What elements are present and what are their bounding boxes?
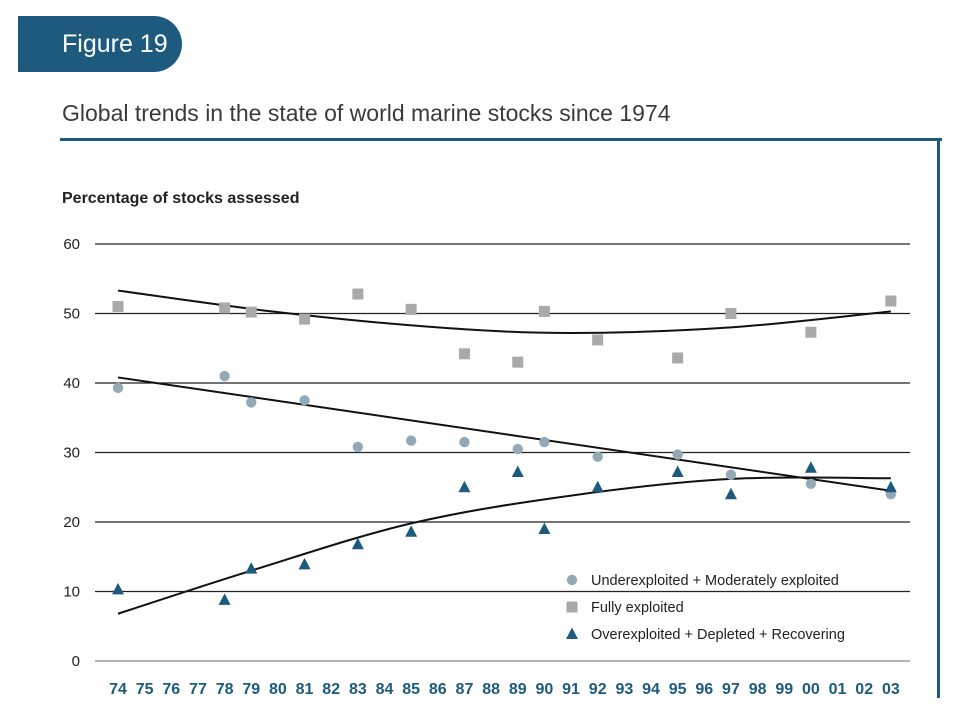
- point-underexploited: [299, 395, 310, 406]
- x-tick-label: 79: [242, 681, 260, 698]
- y-tick-label: 40: [63, 375, 80, 392]
- y-tick-label: 30: [63, 445, 80, 462]
- point-underexploited: [672, 449, 683, 460]
- x-tick-label: 99: [775, 681, 793, 698]
- grid-lines: [95, 243, 910, 662]
- x-tick-label: 86: [429, 681, 447, 698]
- y-tick-label: 10: [63, 584, 80, 601]
- legend-marker-overexploited: [566, 627, 578, 639]
- y-axis-label: Percentage of stocks assessed: [62, 190, 300, 207]
- point-underexploited: [246, 397, 257, 408]
- point-fully-exploited: [245, 306, 257, 318]
- point-fully-exploited: [112, 301, 124, 313]
- x-tick-label: 02: [855, 681, 873, 698]
- x-tick-label: 75: [136, 681, 154, 698]
- x-tick-label: 98: [749, 681, 767, 698]
- y-tick-labels: 0 10 20 30 40 50 60: [63, 236, 80, 670]
- x-tick-label: 84: [376, 681, 394, 698]
- y-tick-label: 0: [72, 653, 80, 670]
- figure-label: Figure 19: [62, 30, 168, 58]
- point-overexploited: [884, 480, 897, 493]
- x-tick-label: 92: [589, 681, 607, 698]
- title-divider: [60, 138, 942, 141]
- point-underexploited: [459, 436, 470, 448]
- point-overexploited: [112, 582, 124, 595]
- point-fully-exploited: [885, 295, 897, 307]
- point-underexploited: [512, 443, 523, 455]
- point-overexploited: [218, 593, 231, 605]
- trend-line-fully-exploited: [117, 289, 891, 334]
- point-fully-exploited: [219, 302, 231, 314]
- point-fully-exploited: [405, 303, 417, 315]
- point-fully-exploited: [538, 305, 550, 317]
- x-tick-label: 87: [456, 681, 474, 698]
- legend: Underexploited + Moderately exploited Ful…: [566, 573, 845, 643]
- point-overexploited: [724, 487, 737, 500]
- x-tick-label: 81: [296, 681, 314, 698]
- point-overexploited: [405, 525, 418, 537]
- x-tick-label: 03: [882, 681, 900, 698]
- point-fully-exploited: [299, 313, 311, 325]
- point-fully-exploited: [805, 326, 817, 338]
- point-fully-exploited: [592, 334, 604, 346]
- x-tick-label: 78: [216, 681, 234, 698]
- x-tick-label: 96: [695, 681, 713, 698]
- x-tick-label: 01: [829, 681, 847, 698]
- point-overexploited: [458, 480, 471, 493]
- data-points: [112, 288, 897, 605]
- point-underexploited: [725, 469, 737, 480]
- y-tick-label: 60: [63, 236, 80, 253]
- x-tick-label: 97: [722, 681, 740, 698]
- x-tick-label: 95: [669, 681, 687, 698]
- legend-label-fully-exploited: Fully exploited: [591, 600, 684, 616]
- point-fully-exploited: [672, 352, 684, 364]
- trend-line-overexploited: [117, 476, 891, 615]
- point-underexploited: [592, 451, 603, 462]
- point-underexploited: [112, 382, 124, 394]
- x-tick-label: 76: [162, 681, 180, 698]
- point-overexploited: [245, 562, 258, 574]
- point-underexploited: [805, 478, 817, 489]
- y-tick-label: 20: [63, 514, 80, 531]
- legend-marker-fully-exploited: [566, 601, 578, 613]
- x-tick-label: 91: [562, 681, 580, 698]
- legend-label-underexploited: Underexploited + Moderately exploited: [591, 573, 839, 589]
- point-overexploited: [351, 537, 364, 550]
- chart-title: Global trends in the state of world mari…: [62, 100, 671, 126]
- point-underexploited: [219, 370, 230, 382]
- point-overexploited: [804, 461, 817, 473]
- x-tick-label: 80: [269, 681, 287, 698]
- point-fully-exploited: [458, 348, 470, 360]
- x-tick-label: 85: [402, 681, 420, 698]
- x-tick-label: 90: [536, 681, 554, 698]
- figure-label-tab: Figure 19: [18, 16, 182, 72]
- point-overexploited: [298, 557, 311, 570]
- point-fully-exploited: [512, 356, 524, 368]
- x-tick-label: 77: [189, 681, 207, 698]
- point-fully-exploited: [725, 308, 737, 319]
- x-tick-label: 93: [615, 681, 633, 698]
- y-tick-label: 50: [63, 306, 80, 323]
- x-tick-label: 82: [322, 681, 340, 698]
- x-tick-labels: 74 75 76 77 78 79 80 81 82 83 84 85 86 87 88 89 90 91 92 93…: [109, 681, 900, 698]
- legend-label-overexploited: Overexploited + Depleted + Recovering: [591, 627, 845, 643]
- point-fully-exploited: [352, 288, 364, 300]
- point-underexploited: [539, 436, 550, 448]
- x-tick-label: 00: [802, 681, 820, 698]
- x-tick-label: 89: [509, 681, 527, 698]
- trend-line-underexploited: [117, 376, 891, 492]
- legend-marker-underexploited: [566, 574, 578, 586]
- point-overexploited: [591, 480, 604, 493]
- point-overexploited: [511, 465, 524, 477]
- x-tick-label: 88: [482, 681, 500, 698]
- point-underexploited: [405, 435, 417, 446]
- x-tick-label: 94: [642, 681, 660, 698]
- point-overexploited: [538, 522, 551, 534]
- point-underexploited: [352, 441, 364, 453]
- x-tick-label: 83: [349, 681, 367, 698]
- point-overexploited: [671, 465, 684, 477]
- x-tick-label: 74: [109, 681, 127, 698]
- frame-right-border: [937, 138, 940, 698]
